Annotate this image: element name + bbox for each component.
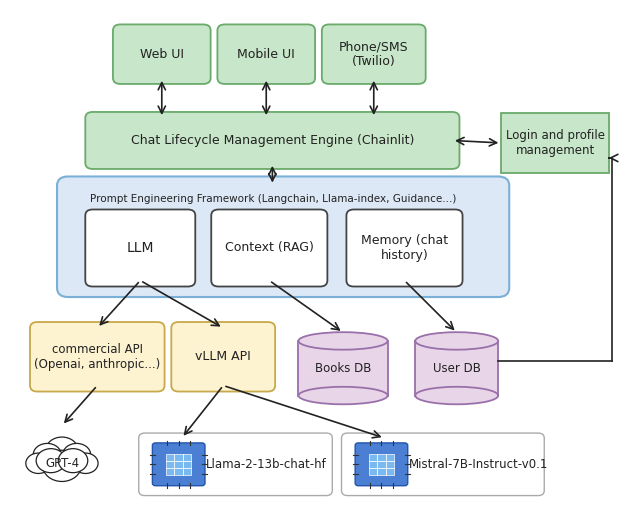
FancyBboxPatch shape [139, 433, 332, 495]
Text: GPT-4: GPT-4 [45, 457, 79, 470]
FancyBboxPatch shape [152, 443, 205, 486]
Text: Mobile UI: Mobile UI [237, 48, 295, 60]
Circle shape [36, 449, 66, 473]
Circle shape [58, 449, 88, 473]
Text: LLM: LLM [127, 241, 154, 255]
Circle shape [33, 443, 61, 466]
Text: Context (RAG): Context (RAG) [225, 242, 314, 254]
FancyBboxPatch shape [342, 433, 544, 495]
Text: Web UI: Web UI [140, 48, 184, 60]
FancyBboxPatch shape [85, 209, 195, 287]
Text: Login and profile
management: Login and profile management [506, 129, 605, 157]
Ellipse shape [415, 332, 498, 350]
FancyBboxPatch shape [218, 24, 315, 84]
Text: vLLM API: vLLM API [195, 350, 251, 363]
Ellipse shape [298, 332, 388, 350]
FancyBboxPatch shape [355, 443, 408, 486]
Text: Mistral-7B-Instruct-v0.1: Mistral-7B-Instruct-v0.1 [409, 458, 548, 471]
Bar [501, 113, 609, 173]
FancyBboxPatch shape [30, 322, 164, 392]
Circle shape [63, 443, 91, 466]
Ellipse shape [298, 387, 388, 404]
Circle shape [43, 450, 81, 481]
FancyBboxPatch shape [57, 177, 509, 297]
Circle shape [26, 453, 51, 474]
FancyBboxPatch shape [113, 24, 211, 84]
Text: User DB: User DB [433, 362, 481, 375]
FancyBboxPatch shape [346, 209, 463, 287]
Text: Books DB: Books DB [315, 362, 371, 375]
Bar [166, 454, 191, 475]
FancyBboxPatch shape [85, 112, 460, 169]
FancyBboxPatch shape [172, 322, 275, 392]
Text: Chat Lifecycle Management Engine (Chainlit): Chat Lifecycle Management Engine (Chainl… [131, 134, 414, 147]
Text: Memory (chat
history): Memory (chat history) [361, 234, 448, 262]
Text: commercial API
(Openai, anthropic...): commercial API (Openai, anthropic...) [34, 343, 161, 371]
FancyBboxPatch shape [322, 24, 426, 84]
Bar [369, 454, 394, 475]
FancyBboxPatch shape [211, 209, 328, 287]
Ellipse shape [415, 387, 498, 404]
Circle shape [45, 437, 78, 464]
Circle shape [73, 453, 98, 474]
Text: Prompt Engineering Framework (Langchain, Llama-index, Guidance...): Prompt Engineering Framework (Langchain,… [90, 194, 456, 204]
Bar [415, 341, 498, 395]
Text: Llama-2-13b-chat-hf: Llama-2-13b-chat-hf [206, 458, 327, 471]
Bar [298, 341, 388, 395]
Text: Phone/SMS
(Twilio): Phone/SMS (Twilio) [339, 40, 408, 68]
